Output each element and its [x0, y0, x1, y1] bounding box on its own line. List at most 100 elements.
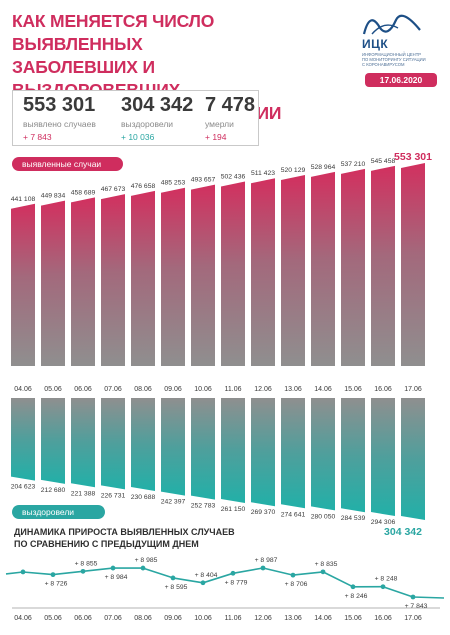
date-tick-label: 15.06 — [344, 386, 362, 393]
recovered-bar-chart: 204 623 212 680 221 388 226 731 230 688 242 3… — [11, 398, 425, 538]
stat-value: 553 301 — [23, 94, 96, 116]
cases-bar-label: 476 658 — [131, 183, 156, 190]
recovered-bar-label: 261 150 — [221, 506, 246, 513]
cases-bar-label: 520 129 — [281, 167, 306, 174]
growth-point — [410, 594, 416, 600]
growth-line — [5, 567, 445, 599]
growth-point-label: + 8 835 — [315, 561, 338, 568]
growth-point — [50, 572, 56, 578]
date-tick-label: 17.06 — [404, 386, 422, 393]
growth-point — [80, 568, 86, 574]
growth-date-label: 13.06 — [284, 615, 302, 622]
cases-bar-label: 449 834 — [41, 193, 66, 200]
growth-point — [380, 584, 386, 590]
cases-bar — [131, 190, 155, 366]
growth-date-label: 14.06 — [314, 615, 332, 622]
wave-logo-icon — [362, 14, 421, 35]
growth-point-label: + 8 984 — [105, 574, 128, 581]
cases-bar — [191, 184, 215, 366]
growth-point-label: + 8 404 — [195, 572, 218, 579]
cases-bar — [71, 197, 95, 366]
recovered-bar-label: 269 370 — [251, 509, 276, 516]
recovered-bar — [311, 398, 335, 511]
growth-point — [260, 565, 266, 571]
growth-date-label: 15.06 — [344, 615, 362, 622]
date-tick-label: 16.06 — [374, 386, 392, 393]
recovered-bar-label: 280 050 — [311, 513, 336, 520]
growth-point — [170, 575, 176, 581]
cases-bar-label: 553 301 — [394, 151, 432, 163]
logo-subtitle-line: ПО МОНИТОРИНГУ СИТУАЦИИ — [362, 57, 426, 62]
growth-title-line: ДИНАМИКА ПРИРОСТА ВЫЯВЛЕННЫХ СЛУЧАЕВ — [14, 527, 235, 537]
growth-date-label: 16.06 — [374, 615, 392, 622]
stat-label: выявлено случаев — [23, 119, 96, 129]
date-tick-label: 04.06 — [14, 386, 32, 393]
growth-point — [20, 569, 26, 575]
stat-delta: + 10 036 — [121, 132, 155, 142]
cases-bar-label: 485 253 — [161, 180, 186, 187]
recovered-bar — [281, 398, 305, 509]
recovered-bar-label: 226 731 — [101, 492, 126, 499]
recovered-bar — [341, 398, 365, 513]
recovered-chart-title: выздоровели — [12, 505, 105, 519]
cases-bar — [101, 194, 125, 366]
growth-date-label: 11.06 — [225, 615, 242, 622]
recovered-bar — [401, 398, 425, 520]
stat-deaths: 7 478 умерли + 194 — [205, 94, 255, 142]
cases-bar-label: 545 458 — [371, 158, 396, 165]
recovered-bar-label: 242 397 — [161, 499, 186, 506]
recovered-bar — [11, 398, 35, 481]
growth-point-label: + 8 706 — [285, 581, 308, 588]
recovered-bar — [221, 398, 245, 503]
recovered-bar-label: 212 680 — [41, 487, 66, 494]
date-tick-label: 06.06 — [74, 386, 92, 393]
growth-date-label: 17.06 — [404, 615, 422, 622]
growth-point-label: + 8 985 — [135, 557, 158, 564]
date-tick-label: 08.06 — [134, 386, 152, 393]
growth-point — [110, 565, 116, 571]
cases-bar — [371, 165, 395, 366]
stat-label: выздоровели — [121, 119, 174, 129]
growth-date-label: 12.06 — [254, 615, 272, 622]
cases-bar-label: 467 673 — [101, 186, 126, 193]
growth-date-label: 05.06 — [44, 615, 62, 622]
recovered-bar-label: 230 688 — [131, 494, 156, 501]
cases-bar-label: 502 436 — [221, 173, 246, 180]
growth-date-label: 06.06 — [74, 615, 92, 622]
cases-bar — [221, 181, 245, 366]
recovered-bar-label: 304 342 — [384, 526, 422, 538]
cases-bar-label: 458 689 — [71, 189, 96, 196]
growth-point — [200, 580, 206, 586]
growth-date-label: 04.06 — [14, 615, 32, 622]
recovered-bar — [101, 398, 125, 490]
growth-chart-title: ДИНАМИКА ПРИРОСТА ВЫЯВЛЕННЫХ СЛУЧАЕВ ПО … — [14, 527, 235, 550]
stats-box: 553 301 выявлено случаев + 7 843 304 342… — [12, 90, 259, 146]
recovered-bar-label: 274 641 — [281, 511, 306, 518]
growth-point-label: + 8 248 — [375, 576, 398, 583]
recovered-bar — [71, 398, 95, 488]
growth-point-label: + 8 246 — [345, 593, 368, 600]
stat-label: умерли — [205, 119, 234, 129]
date-tick-label: 11.06 — [225, 386, 242, 393]
growth-point — [290, 572, 296, 578]
recovered-bar-label: 221 388 — [71, 490, 96, 497]
growth-title-line: ПО СРАВНЕНИЮ С ПРЕДЫДУЩИМ ДНЕМ — [14, 538, 199, 549]
cases-bar-label: 528 964 — [311, 164, 336, 171]
date-badge: 17.06.2020 — [365, 73, 437, 87]
date-tick-label: 13.06 — [284, 386, 302, 393]
growth-date-label: 08.06 — [134, 615, 152, 622]
growth-point-label: + 7 843 — [405, 603, 428, 610]
cases-bar — [251, 178, 275, 366]
logo-name: ИЦК — [362, 37, 389, 51]
recovered-bar — [251, 398, 275, 507]
growth-date-label: 10.06 — [194, 615, 212, 622]
cases-bar-label: 537 210 — [341, 161, 366, 168]
growth-point-label: + 8 779 — [225, 579, 248, 586]
date-tick-label: 14.06 — [314, 386, 332, 393]
date-tick-label: 10.06 — [194, 386, 212, 393]
date-tick-label: 12.06 — [254, 386, 272, 393]
growth-date-label: 07.06 — [104, 615, 122, 622]
stat-value: 7 478 — [205, 94, 256, 116]
logo-subtitle: ИНФОРМАЦИОННЫЙ ЦЕНТР ПО МОНИТОРИНГУ СИТУ… — [362, 52, 442, 67]
